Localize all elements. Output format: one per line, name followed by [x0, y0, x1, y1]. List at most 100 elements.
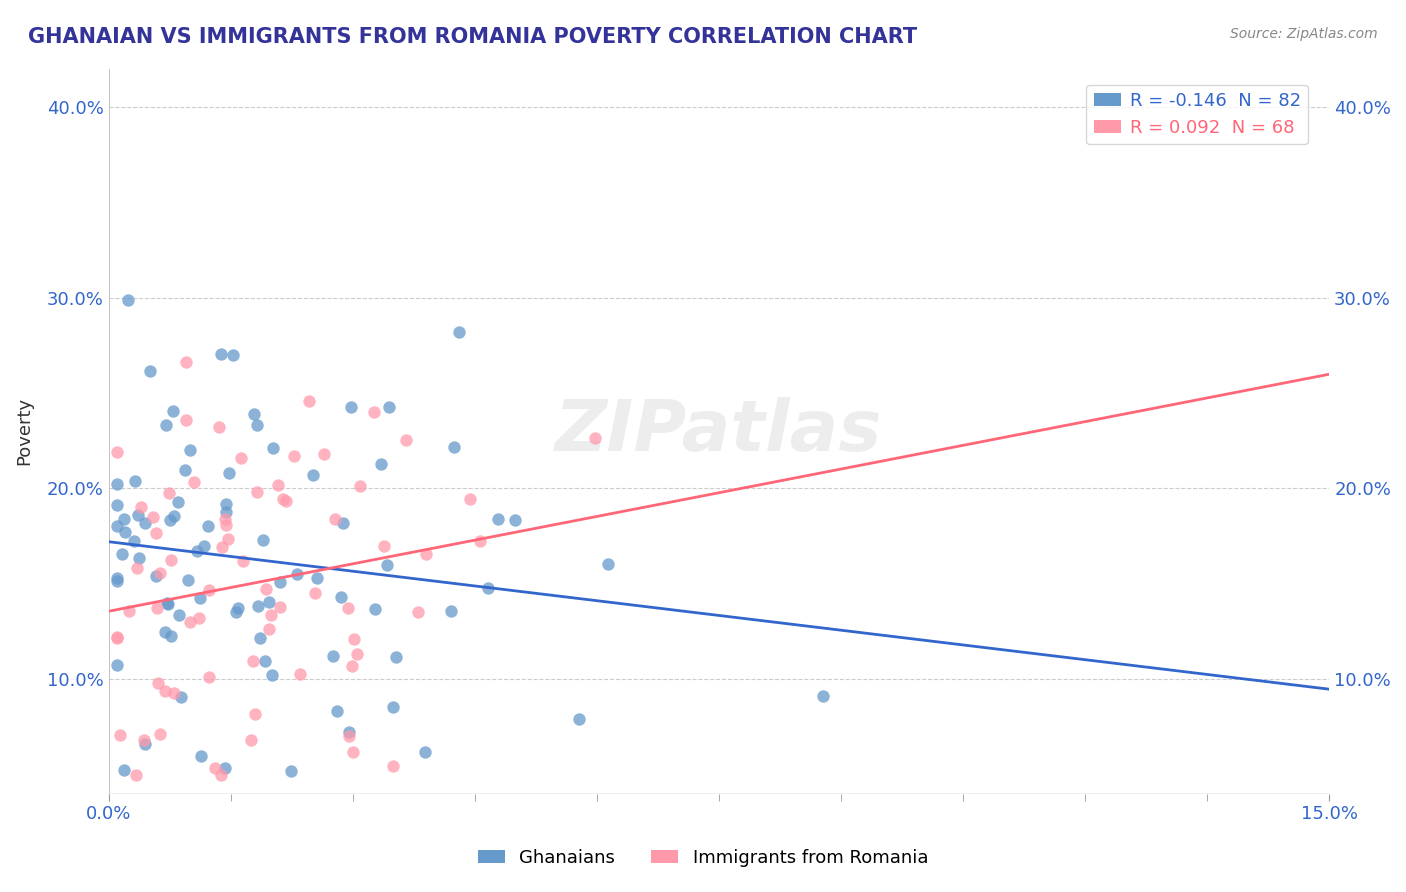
Point	[105, 498, 128, 512]
Point	[142, 509, 165, 524]
Point	[267, 478, 290, 492]
Point	[468, 534, 491, 549]
Point	[813, 689, 835, 703]
Point	[260, 608, 283, 623]
Point	[585, 432, 607, 446]
Point	[271, 492, 294, 507]
Point	[486, 512, 509, 526]
Point	[156, 596, 179, 610]
Point	[232, 553, 254, 567]
Point	[153, 683, 176, 698]
Point	[118, 604, 141, 618]
Legend: R = -0.146  N = 82, R = 0.092  N = 68: R = -0.146 N = 82, R = 0.092 N = 68	[1087, 85, 1308, 145]
Point	[226, 600, 249, 615]
Point	[339, 401, 361, 415]
Point	[246, 418, 269, 433]
Point	[112, 764, 135, 778]
Point	[159, 513, 181, 527]
Point	[111, 547, 134, 561]
Point	[163, 508, 186, 523]
Point	[443, 441, 465, 455]
Point	[276, 493, 298, 508]
Point	[146, 600, 169, 615]
Point	[173, 463, 195, 477]
Point	[148, 676, 170, 690]
Text: ZIPatlas: ZIPatlas	[555, 397, 883, 466]
Point	[162, 404, 184, 418]
Point	[162, 685, 184, 699]
Point	[373, 539, 395, 553]
Point	[156, 597, 179, 611]
Point	[415, 547, 437, 561]
Point	[254, 654, 277, 668]
Point	[127, 508, 149, 522]
Point	[215, 518, 238, 533]
Point	[148, 727, 170, 741]
Point	[249, 631, 271, 645]
Point	[125, 767, 148, 781]
Point	[596, 557, 619, 571]
Point	[208, 419, 231, 434]
Point	[186, 544, 208, 558]
Point	[105, 657, 128, 672]
Point	[257, 595, 280, 609]
Point	[166, 495, 188, 509]
Point	[262, 442, 284, 456]
Point	[269, 599, 291, 614]
Point	[187, 611, 209, 625]
Point	[197, 519, 219, 533]
Point	[243, 407, 266, 421]
Point	[243, 706, 266, 721]
Point	[342, 745, 364, 759]
Point	[190, 749, 212, 764]
Point	[149, 566, 172, 580]
Point	[124, 474, 146, 488]
Point	[346, 647, 368, 661]
Point	[280, 764, 302, 779]
Point	[122, 533, 145, 548]
Point	[132, 733, 155, 747]
Point	[257, 622, 280, 636]
Point	[382, 759, 405, 773]
Point	[382, 700, 405, 714]
Point	[155, 418, 177, 433]
Point	[254, 582, 277, 597]
Point	[304, 585, 326, 599]
Point	[214, 512, 236, 526]
Point	[218, 466, 240, 480]
Point	[242, 654, 264, 668]
Point	[567, 712, 589, 726]
Point	[326, 704, 349, 718]
Point	[214, 761, 236, 775]
Point	[222, 348, 245, 362]
Point	[363, 405, 385, 419]
Point	[239, 732, 262, 747]
Point	[503, 513, 526, 527]
Point	[375, 558, 398, 572]
Point	[105, 444, 128, 458]
Point	[117, 293, 139, 307]
Point	[145, 568, 167, 582]
Text: GHANAIAN VS IMMIGRANTS FROM ROMANIA POVERTY CORRELATION CHART: GHANAIAN VS IMMIGRANTS FROM ROMANIA POVE…	[28, 27, 917, 46]
Point	[215, 505, 238, 519]
Point	[108, 728, 131, 742]
Point	[105, 631, 128, 645]
Point	[288, 667, 311, 681]
Point	[217, 533, 239, 547]
Point	[128, 550, 150, 565]
Point	[231, 450, 253, 465]
Point	[343, 632, 366, 647]
Point	[169, 690, 191, 704]
Point	[395, 433, 418, 447]
Text: Source: ZipAtlas.com: Source: ZipAtlas.com	[1230, 27, 1378, 41]
Point	[377, 401, 399, 415]
Point	[188, 591, 211, 606]
Point	[332, 516, 354, 530]
Point	[193, 539, 215, 553]
Point	[323, 511, 346, 525]
Point	[134, 737, 156, 751]
Point	[204, 761, 226, 775]
Point	[198, 670, 221, 684]
Point	[105, 630, 128, 644]
Point	[301, 468, 323, 483]
